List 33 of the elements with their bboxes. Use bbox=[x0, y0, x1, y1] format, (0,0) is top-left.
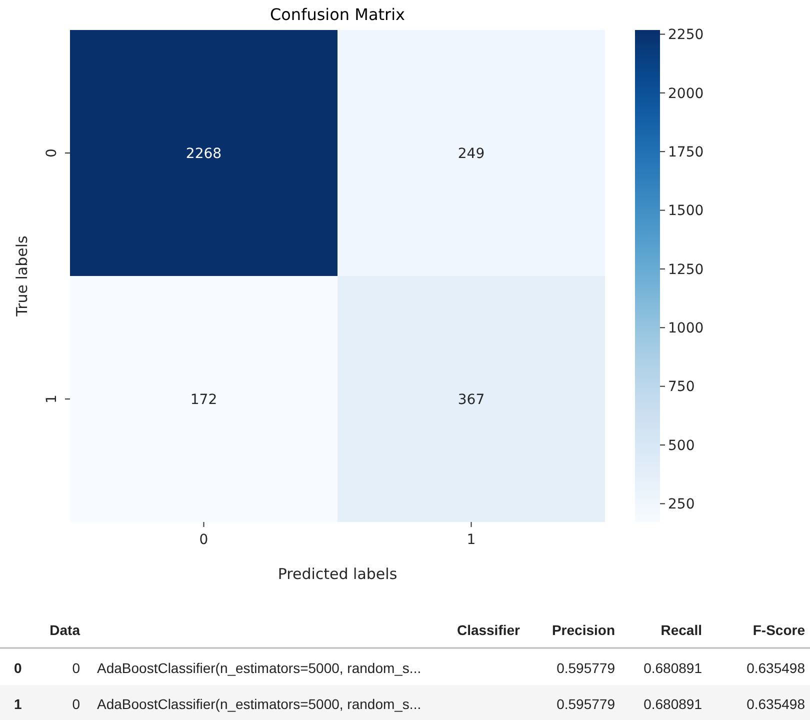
chart-title: Confusion Matrix bbox=[270, 5, 406, 24]
text: 0.595779 bbox=[556, 660, 615, 676]
color-bar-label: 250 bbox=[668, 496, 695, 513]
color-bar-label: 750 bbox=[668, 379, 695, 396]
data-label: 367 bbox=[458, 392, 485, 408]
color-bar-label: 2250 bbox=[668, 27, 704, 44]
data-label: 2268 bbox=[186, 146, 222, 162]
data-label: 172 bbox=[190, 392, 218, 408]
color-bar-label: 2000 bbox=[668, 86, 704, 102]
category-label: Data bbox=[50, 622, 80, 638]
text: 0 bbox=[72, 660, 80, 676]
text: 0.595779 bbox=[556, 696, 615, 712]
text: 0.635498 bbox=[746, 660, 805, 676]
y-axis-title: True labels bbox=[13, 235, 31, 318]
category-label: Classifier bbox=[456, 622, 521, 638]
color-bar-label: 1250 bbox=[668, 262, 704, 278]
color-bar-label: 1000 bbox=[668, 320, 704, 337]
text: 0.635498 bbox=[746, 696, 805, 712]
text: 0.680891 bbox=[644, 696, 702, 712]
text: 0.680891 bbox=[644, 660, 702, 676]
color-bar-label: 500 bbox=[668, 438, 695, 454]
category-label: F-Score bbox=[752, 622, 806, 638]
text: 0 bbox=[72, 696, 80, 712]
x-axis-title: Predicted labels bbox=[278, 565, 398, 583]
color-bar-label: 1500 bbox=[668, 203, 704, 220]
text: AdaBoostClassifier(n_estimators=5000, random_s... bbox=[97, 660, 422, 676]
text: AdaBoostClassifier(n_estimators=5000, random_s... bbox=[97, 696, 422, 712]
category-label: Precision bbox=[552, 622, 615, 638]
category-label: 1 bbox=[14, 696, 22, 712]
data-label: 249 bbox=[458, 146, 485, 162]
color-bar-label: 1750 bbox=[668, 144, 704, 160]
category-label: Recall bbox=[660, 622, 702, 638]
category-label: 0 bbox=[14, 660, 22, 676]
